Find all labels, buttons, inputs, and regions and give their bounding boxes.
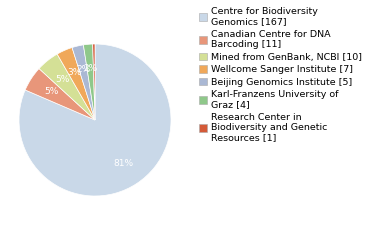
Wedge shape: [39, 54, 95, 120]
Wedge shape: [72, 45, 95, 120]
Text: 81%: 81%: [113, 159, 133, 168]
Text: 5%: 5%: [44, 87, 59, 96]
Wedge shape: [57, 48, 95, 120]
Wedge shape: [93, 44, 95, 120]
Text: 2%: 2%: [83, 64, 97, 73]
Wedge shape: [25, 69, 95, 120]
Wedge shape: [19, 44, 171, 196]
Wedge shape: [83, 44, 95, 120]
Text: 2%: 2%: [76, 65, 90, 74]
Text: 5%: 5%: [55, 75, 70, 84]
Text: 3%: 3%: [67, 68, 81, 77]
Legend: Centre for Biodiversity
Genomics [167], Canadian Centre for DNA
Barcoding [11], : Centre for Biodiversity Genomics [167], …: [198, 7, 362, 143]
